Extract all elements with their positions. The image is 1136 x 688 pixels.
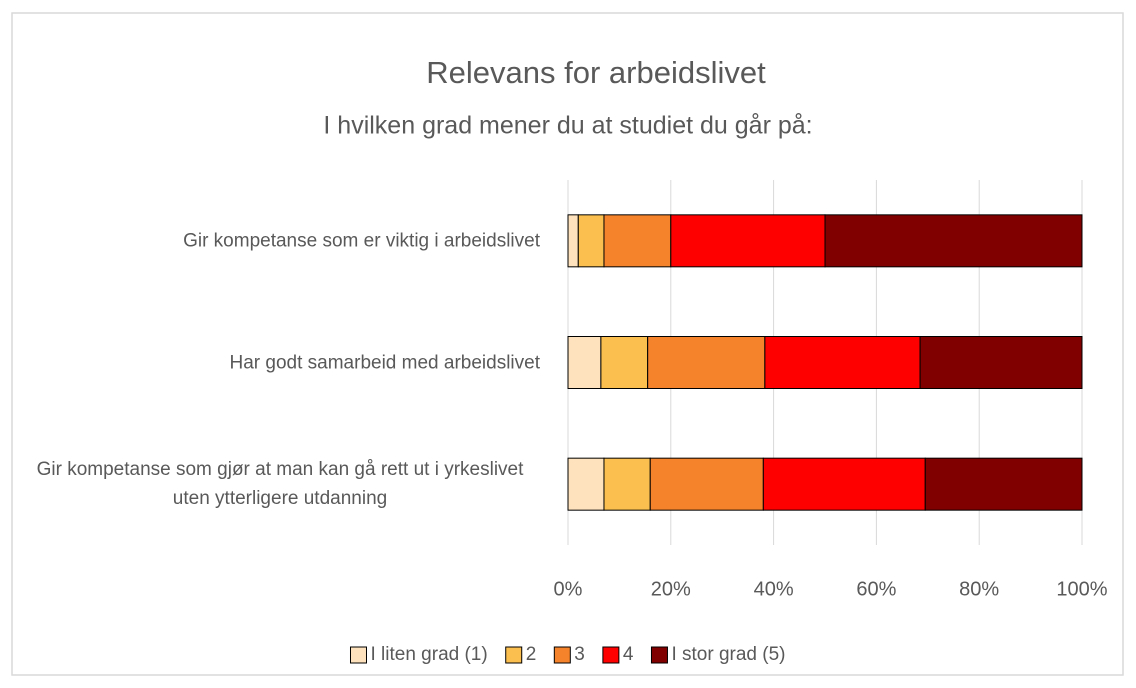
bar-segment [600, 336, 649, 389]
chart-subtitle: I hvilken grad mener du at studiet du gå… [323, 112, 812, 140]
bar-segment [567, 336, 602, 389]
x-tick-label: 60% [856, 578, 896, 600]
bar-segment [603, 457, 651, 511]
legend-swatch [349, 646, 367, 664]
legend-swatch [602, 646, 620, 664]
bar-segment [824, 214, 1083, 268]
bar-segment [764, 336, 921, 389]
legend-label: 3 [574, 644, 585, 665]
legend-label: 2 [526, 644, 537, 665]
bar-segment [567, 214, 579, 268]
x-tick-label: 0% [554, 578, 583, 600]
category-label: Gir kompetanse som gjør at man kan gå re… [36, 459, 524, 510]
bar-segment [670, 214, 826, 268]
bar-segment [647, 336, 766, 389]
bar-segment [924, 457, 1083, 511]
x-tick-label: 80% [959, 578, 999, 600]
legend-swatch [553, 646, 571, 664]
bar-segment [649, 457, 764, 511]
legend-swatch [650, 646, 668, 664]
bar-segment [603, 214, 672, 268]
legend-swatch [505, 646, 523, 664]
category-label: Har godt samarbeid med arbeidslivet [229, 352, 541, 373]
x-tick-label: 20% [651, 578, 691, 600]
bar-segment [762, 457, 926, 511]
x-tick-label: 40% [754, 578, 794, 600]
category-label: Gir kompetanse som er viktig i arbeidsli… [183, 230, 540, 252]
chart-title: Relevans for arbeidslivet [426, 55, 766, 90]
legend-label: I liten grad (1) [370, 644, 487, 665]
legend-label: 4 [623, 644, 634, 665]
bar-segment [567, 457, 605, 511]
bar-segment [919, 336, 1083, 389]
x-tick-label: 100% [1056, 578, 1107, 600]
legend-label: I stor grad (5) [671, 644, 785, 665]
bar-segment [577, 214, 605, 268]
